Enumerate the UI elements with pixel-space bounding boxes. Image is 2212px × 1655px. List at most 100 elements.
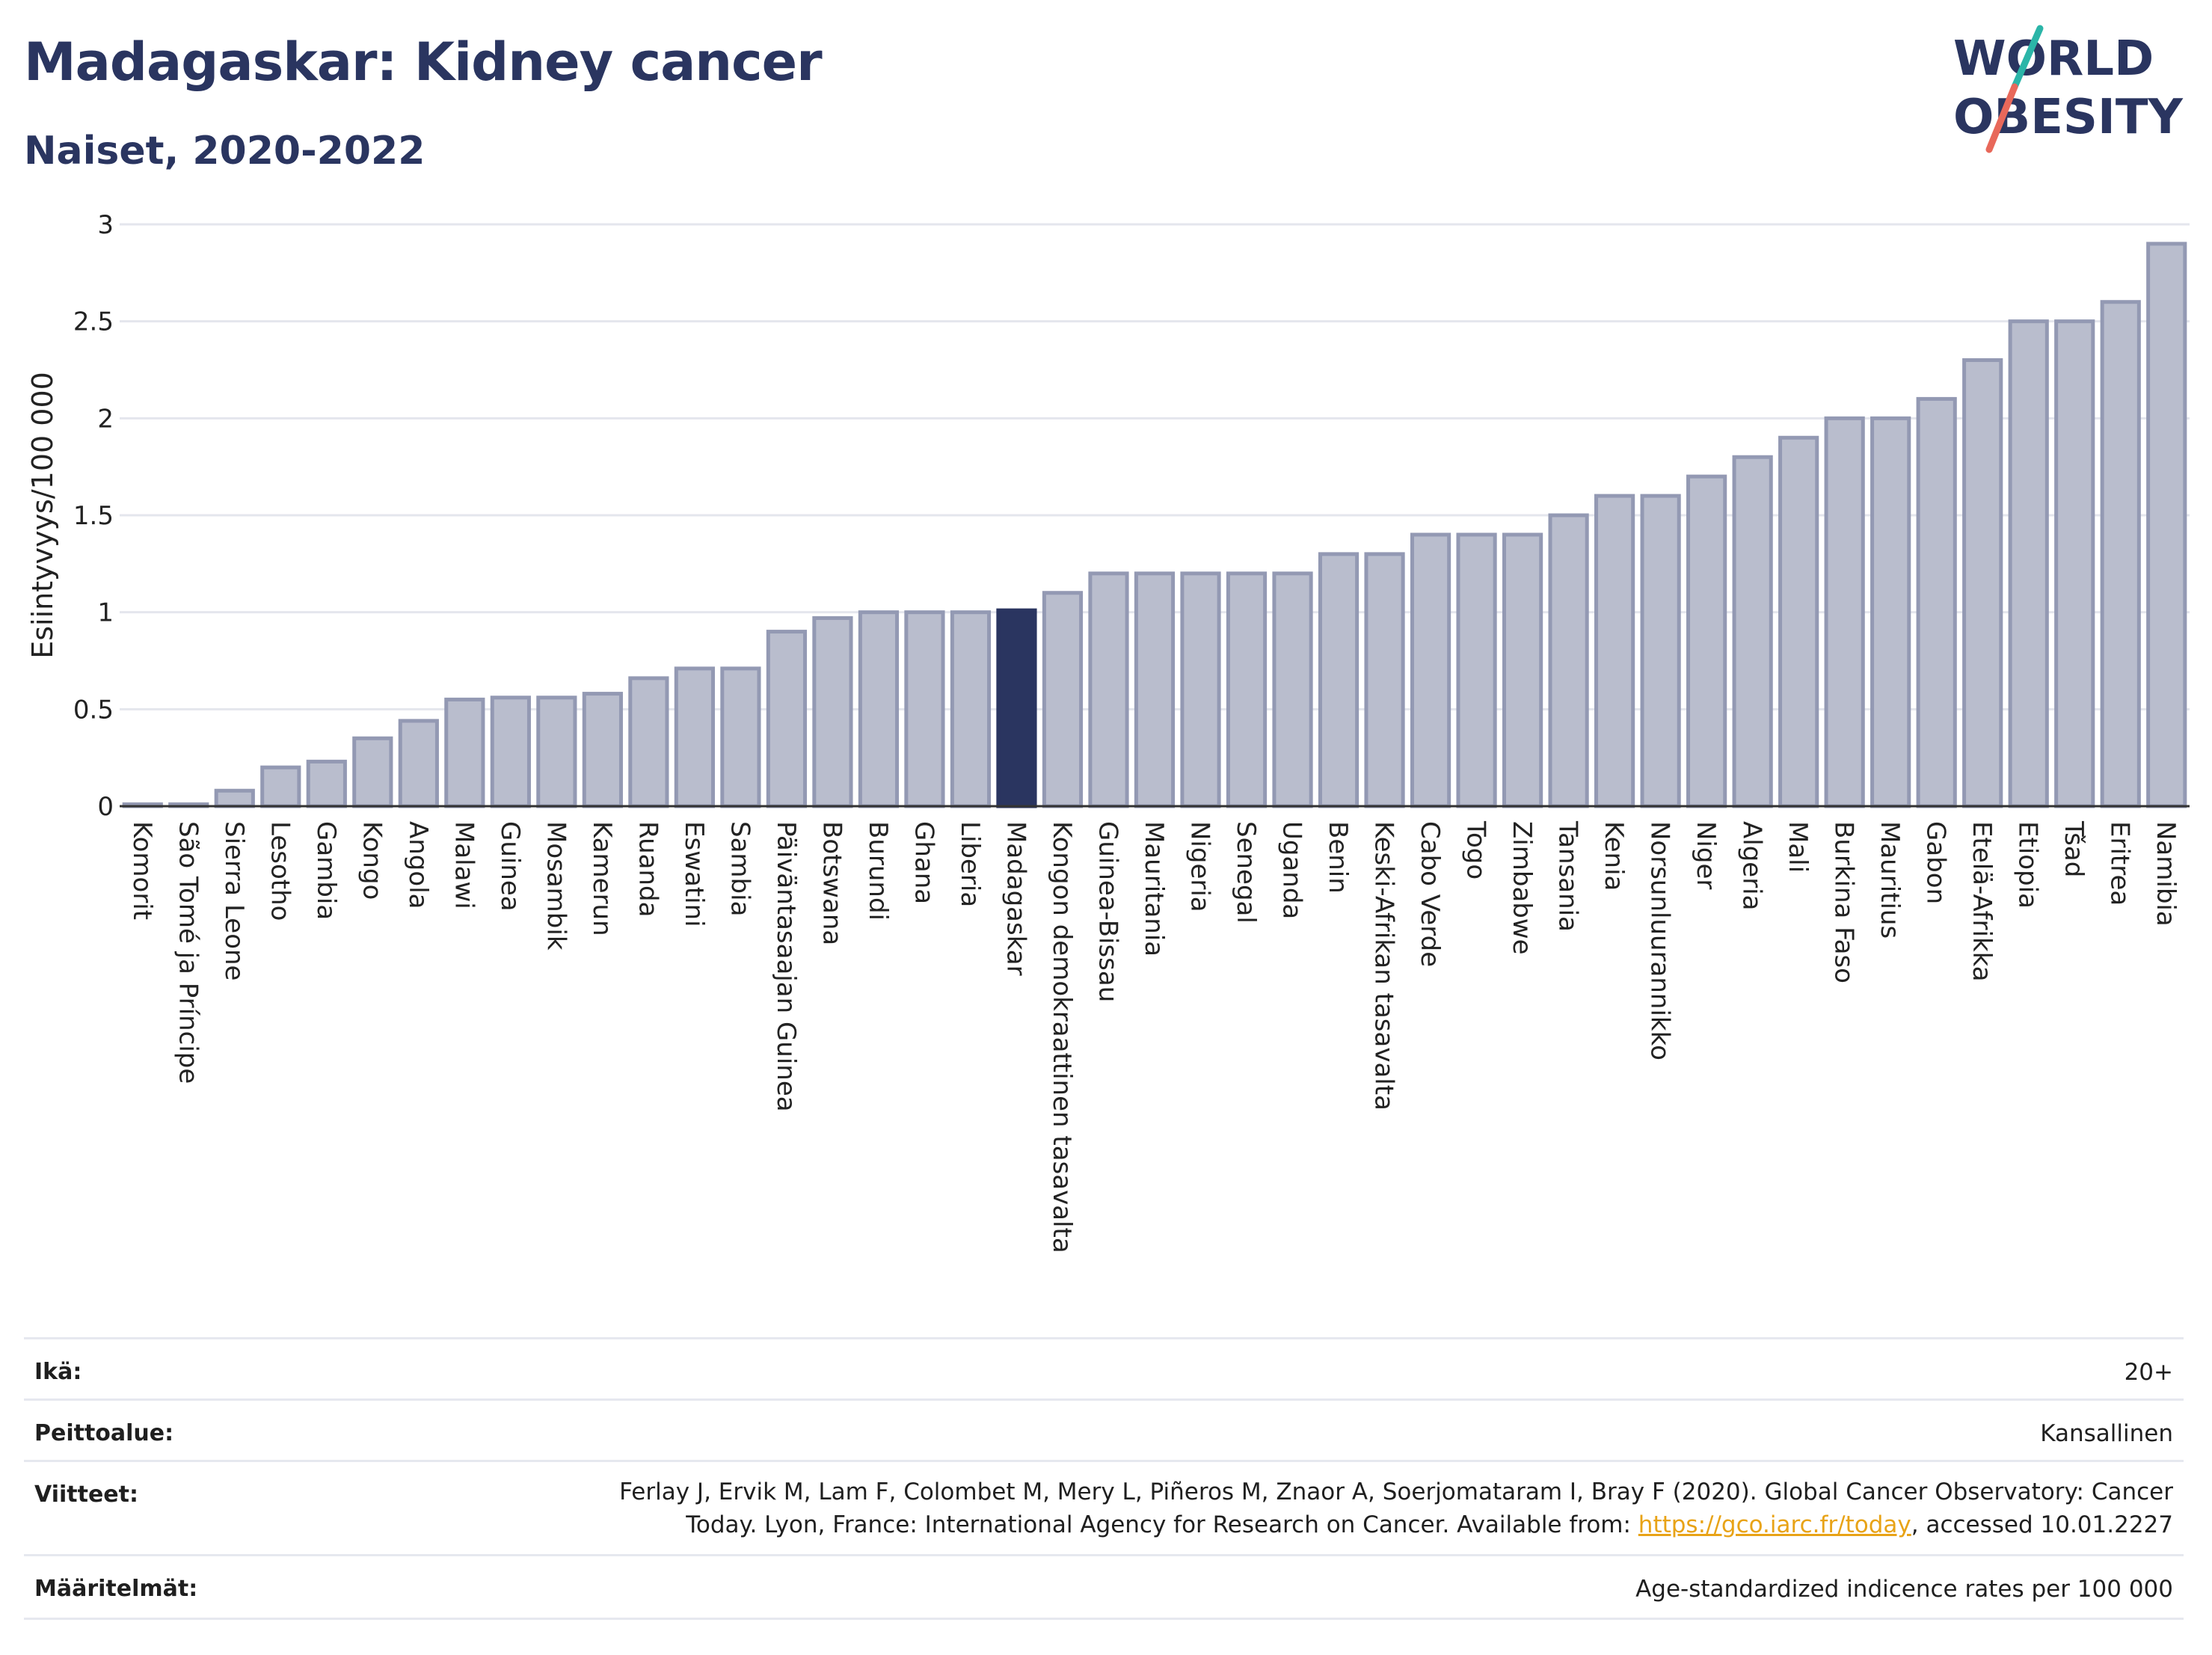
x-tick-label: Eswatini — [679, 821, 709, 927]
bar-uganda — [1272, 571, 1313, 808]
bar-etiopia — [2008, 319, 2049, 808]
x-tick-label: Päiväntasaajan Guinea — [771, 821, 801, 1112]
x-tick-label: Malawi — [449, 821, 479, 909]
x-tick-label: Keski-Afrikan tasavalta — [1369, 821, 1399, 1111]
info-row-references: Viitteet: Ferlay J, Ervik M, Lam F, Colo… — [24, 1460, 2184, 1556]
labels: 0 0.5 1 1.5 2 2.5 3 Komorit São Tomé ja Príncipe… — [26, 210, 2181, 1253]
bar-guinea — [490, 696, 531, 808]
bar-senegal — [1226, 571, 1268, 808]
bar-burundi — [858, 610, 900, 808]
x-tick-label: Tšad — [2059, 820, 2089, 877]
bar-kongon-demokraattinen-tasavalta — [1042, 591, 1084, 808]
x-tick-label: Togo — [1461, 820, 1491, 879]
x-tick-label: Tansania — [1553, 820, 1583, 932]
world-obesity-logo: WORLD OBESITY — [1953, 25, 2183, 153]
age-label: Ikä: — [34, 1359, 82, 1385]
x-tick-label: Angola — [403, 821, 433, 909]
references-line2-post: , accessed 10.01.2227 — [1911, 1511, 2173, 1538]
x-tick-label: Cabo Verde — [1415, 821, 1445, 967]
definitions-label: Määritelmät: — [34, 1576, 198, 1602]
bar-sambia — [720, 666, 761, 808]
y-axis-title: Esiintyvyys/100 000 — [26, 372, 59, 659]
bar-namibia — [2146, 242, 2187, 808]
x-tick-label: Ruanda — [633, 821, 663, 917]
bar-mauritania — [1134, 571, 1176, 808]
x-tick-label: Benin — [1323, 821, 1353, 894]
x-tick-label: Kongon demokraattinen tasavalta — [1047, 821, 1077, 1253]
x-tick-label: Algeria — [1737, 821, 1767, 910]
bar-lesotho — [260, 765, 301, 808]
x-tick-label: Kongo — [357, 821, 387, 900]
y-tick-label: 1.5 — [73, 501, 114, 531]
x-tick-label: Guinea — [495, 821, 525, 912]
references-value: Ferlay J, Ervik M, Lam F, Colombet M, Me… — [619, 1476, 2173, 1541]
x-tick-label: Namibia — [2151, 821, 2181, 927]
logo-line1: WORLD — [1953, 31, 2154, 87]
x-tick-label: Eritrea — [2105, 821, 2135, 906]
x-tick-label: São Tomé ja Príncipe — [173, 821, 203, 1084]
references-line2: Today. Lyon, France: International Agenc… — [619, 1508, 2173, 1541]
bar-eswatini — [674, 666, 715, 808]
x-tick-label: Botswana — [817, 821, 847, 945]
x-tick-label: Kamerun — [587, 821, 617, 936]
bar-togo — [1456, 532, 1497, 808]
x-tick-label: Burkina Faso — [1829, 821, 1859, 983]
bar-kenia — [1594, 494, 1635, 808]
x-tick-label: Guinea-Bissau — [1093, 821, 1122, 1002]
bar-sierra-leone — [214, 788, 255, 808]
logo-coral-slash — [1985, 83, 2018, 153]
bar-guinea-bissau — [1088, 571, 1129, 808]
x-tick-label: Uganda — [1277, 821, 1307, 919]
x-tick-label: Norsunluurannikko — [1645, 821, 1675, 1060]
bars — [122, 242, 2187, 808]
chart-subtitle: Naiset, 2020-2022 — [24, 129, 425, 174]
x-tick-label: Niger — [1691, 821, 1721, 889]
bar-botswana — [812, 615, 853, 808]
x-tick-label: Burundi — [863, 821, 893, 921]
bar-etelä-afrikka — [1962, 358, 2003, 808]
x-tick-label: Sambia — [725, 821, 755, 916]
x-tick-label: Gambia — [311, 821, 341, 920]
x-tick-label: Mauritania — [1139, 821, 1169, 957]
x-tick-label: Mali — [1783, 821, 1813, 873]
x-tick-label: Kenia — [1599, 821, 1629, 891]
bar-tšad — [2054, 319, 2095, 808]
bar-chart: 0 0.5 1 1.5 2 2.5 3 Komorit São Tomé ja Príncipe… — [26, 210, 2190, 1253]
x-tick-label: Sierra Leone — [219, 821, 249, 980]
bar-ruanda — [628, 676, 669, 808]
bar-gabon — [1916, 396, 1957, 808]
x-tick-label: Nigeria — [1185, 821, 1215, 912]
bar-norsunluurannikko — [1640, 494, 1681, 808]
bar-madagaskar — [996, 608, 1037, 808]
references-label: Viitteet: — [34, 1481, 138, 1508]
bar-mali — [1778, 435, 1819, 808]
bar-mosambik — [536, 696, 577, 808]
bar-päiväntasaajan-guinea — [766, 630, 808, 808]
bar-keski-afrikan-tasavalta — [1364, 552, 1405, 808]
references-line1: Ferlay J, Ervik M, Lam F, Colombet M, Me… — [619, 1479, 2173, 1505]
bar-tansania — [1548, 513, 1589, 808]
definitions-value: Age-standardized indicence rates per 100… — [1635, 1576, 2173, 1603]
bar-burkina-faso — [1824, 416, 1865, 808]
x-tick-label: Lesotho — [265, 821, 295, 921]
x-tick-label: Ghana — [909, 821, 938, 904]
bar-algeria — [1732, 455, 1773, 808]
bar-gambia — [306, 759, 347, 808]
y-tick-label: 2 — [97, 404, 114, 434]
y-tick-label: 2.5 — [73, 307, 114, 337]
y-tick-label: 3 — [97, 210, 114, 240]
coverage-label: Peittoalue: — [34, 1420, 174, 1446]
x-tick-label: Mauritius — [1875, 821, 1905, 939]
y-tick-label: 0 — [97, 792, 114, 822]
bar-mauritius — [1870, 416, 1911, 808]
references-link[interactable]: https://gco.iarc.fr/today — [1638, 1511, 1911, 1538]
bar-angola — [398, 719, 439, 808]
x-tick-label: Senegal — [1231, 821, 1261, 924]
bar-eritrea — [2100, 300, 2141, 808]
coverage-value: Kansallinen — [2040, 1420, 2173, 1447]
references-line2-pre: Today. Lyon, France: International Agenc… — [686, 1511, 1638, 1538]
bar-zimbabwe — [1502, 532, 1543, 808]
x-tick-label: Etiopia — [2013, 821, 2043, 909]
bar-ghana — [904, 610, 945, 808]
x-tick-label: Liberia — [955, 821, 985, 907]
